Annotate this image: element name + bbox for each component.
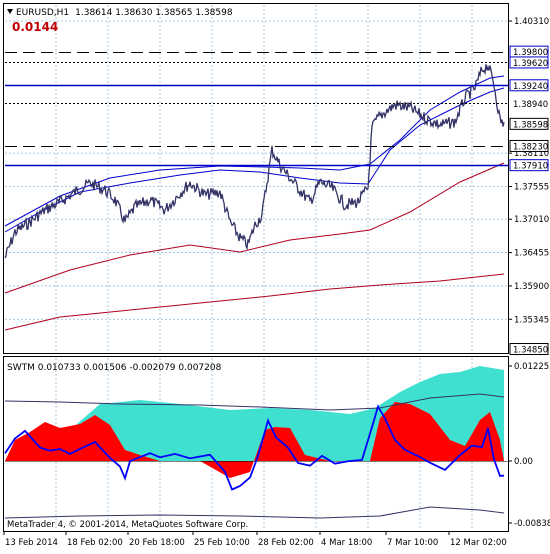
price-tag-label: 1.38940 — [513, 100, 548, 110]
indicator-axis-label: 0.00 — [514, 457, 533, 467]
upper-band-line — [4, 393, 505, 411]
symbol-ohlc-header: EURUSD,H1 1.38614 1.38630 1.38565 1.38598 — [16, 8, 233, 18]
ma-blue-slow-line — [4, 87, 505, 233]
swtm-signal-line — [4, 404, 505, 491]
price-levels-layer — [5, 52, 508, 167]
indicator-axis-label: 0.012255 — [514, 362, 550, 372]
price-tag-label: 1.38598 — [513, 120, 548, 130]
time-axis[interactable]: 13 Feb 2014 18 Feb 02:00 20 Feb 18:00 25 Fe… — [3, 531, 507, 548]
price-tag[interactable]: 1.39800 — [509, 45, 549, 58]
price-tag-box — [509, 79, 549, 92]
price-tag-label: 1.39620 — [513, 59, 548, 69]
time-axis-label: 28 Feb 02:00 — [258, 538, 314, 548]
time-axis-label: 20 Feb 18:00 — [129, 538, 185, 548]
price-tag[interactable]: 1.38598 — [509, 117, 549, 130]
ma-blue-fast-line — [4, 75, 505, 227]
price-axis-label: 1.35345 — [514, 315, 549, 325]
price-tag[interactable]: 1.39240 — [509, 79, 549, 92]
time-axis-label: 13 Feb 2014 — [5, 538, 58, 548]
price-axis-label: 1.38110 — [514, 149, 549, 159]
price-axis-label: 1.36455 — [514, 249, 549, 259]
main-series-layer — [4, 64, 505, 331]
time-axis-label: 18 Feb 02:00 — [67, 538, 123, 548]
price-tag-box — [509, 56, 549, 69]
spread-value-label: 0.0144 — [12, 20, 58, 34]
price-tag-box — [509, 139, 549, 152]
price-tag-box — [509, 343, 549, 355]
collapse-triangle-icon[interactable] — [7, 9, 13, 14]
time-axis-label: 7 Mar 10:00 — [387, 538, 438, 548]
price-axis-label: 1.37555 — [514, 183, 549, 193]
main-price-panel[interactable] — [3, 3, 509, 354]
price-line — [4, 64, 505, 259]
price-tag[interactable]: 1.38230 — [509, 139, 549, 152]
lower-band-line — [4, 506, 505, 519]
price-tag-label: 1.38230 — [513, 142, 548, 152]
price-axis-label: 1.40310 — [514, 17, 549, 27]
price-tag[interactable]: 1.39620 — [509, 56, 549, 69]
ma-red-fast-line — [4, 162, 505, 294]
price-axis[interactable]: 1.40310 1.38110 1.37555 1.37010 1.36455 1.359… — [508, 17, 549, 356]
price-tag-box — [509, 117, 549, 130]
price-tag-box — [509, 159, 549, 172]
price-tag-label: 1.39800 — [513, 48, 548, 58]
price-tag-label: 1.34850 — [513, 346, 548, 356]
histogram-red-area — [5, 402, 504, 478]
time-axis-label: 12 Mar 02:00 — [450, 538, 507, 548]
price-axis-label: 1.37010 — [514, 215, 549, 225]
copyright-label: MetaTrader 4, © 2001-2014, MetaQuotes So… — [7, 520, 248, 530]
ma-red-slow-line — [4, 273, 505, 331]
price-tag-label: 1.37910 — [513, 162, 548, 172]
price-tag[interactable]: 1.37910 — [509, 159, 549, 172]
indicator-series-layer — [4, 366, 508, 519]
price-tag[interactable]: 1.38940 — [509, 97, 549, 110]
price-tag-box — [509, 97, 549, 110]
indicator-header: SWTM 0.010733 0.001506 -0.002079 0.00720… — [7, 363, 222, 373]
price-tag-label: 1.39240 — [513, 82, 548, 92]
time-axis-label: 4 Mar 18:00 — [321, 538, 372, 548]
time-axis-label: 25 Feb 10:00 — [194, 538, 250, 548]
price-axis-label: 1.35900 — [514, 282, 549, 292]
price-tag[interactable]: 1.34850 — [509, 343, 549, 356]
